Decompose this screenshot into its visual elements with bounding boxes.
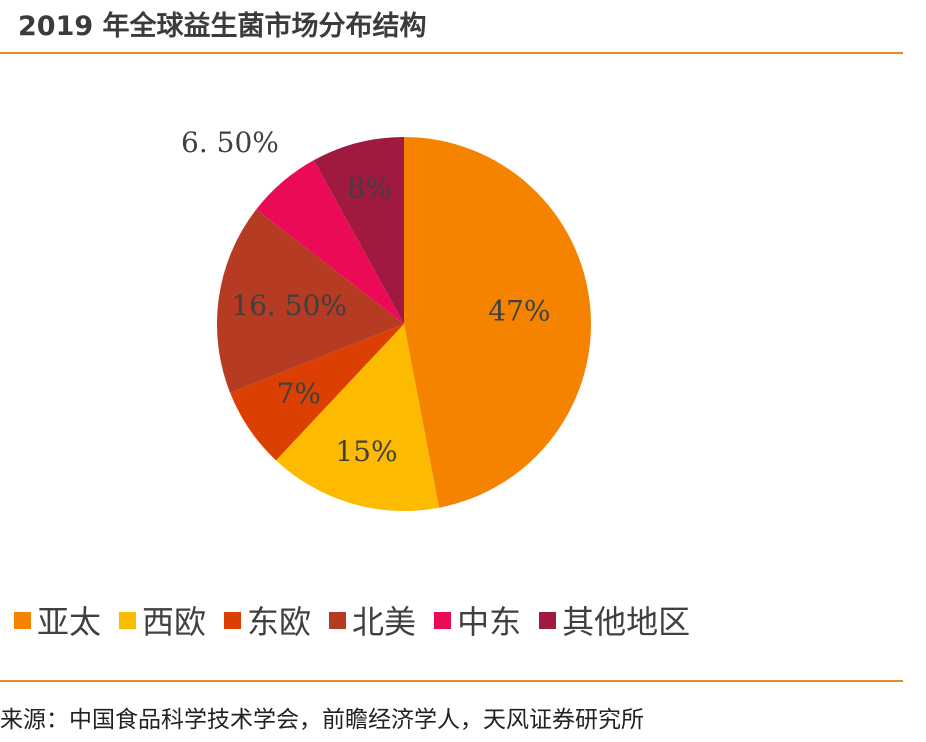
legend-item-5: 中东 — [434, 597, 521, 643]
legend-item-3: 东欧 — [224, 597, 311, 643]
legend-label: 亚太 — [37, 603, 102, 641]
legend-item-6: 其他地区 — [539, 597, 690, 643]
legend-label: 中东 — [457, 603, 522, 641]
legend-item-2: 西欧 — [119, 597, 206, 643]
pie-slice-5 — [256, 160, 404, 324]
legend-swatch — [119, 611, 137, 629]
slice-label-3: 7% — [277, 377, 321, 410]
legend-swatch — [329, 611, 347, 629]
legend-item-1: 亚太 — [14, 597, 101, 643]
slice-label-6: 8% — [347, 171, 391, 204]
legend-label: 西欧 — [142, 603, 207, 641]
legend-swatch — [539, 611, 557, 629]
slice-label-1: 47% — [488, 295, 550, 328]
legend-item-4: 北美 — [329, 597, 416, 643]
pie-slice-6 — [313, 137, 404, 324]
chart-legend: 亚太 西欧 东欧 北美 中东 其他地区 — [14, 598, 690, 642]
slice-label-4: 16. 50% — [231, 289, 347, 322]
pie-slice-3 — [230, 324, 404, 461]
legend-label: 其他地区 — [562, 603, 691, 641]
legend-swatch — [14, 611, 31, 629]
pie-slice-1 — [404, 137, 592, 508]
legend-swatch — [434, 611, 452, 629]
pie-slice-2 — [275, 324, 440, 511]
slice-label-5: 6. 50% — [181, 126, 279, 159]
chart-title: 2019 年全球益生菌市场分布结构 — [18, 11, 427, 42]
legend-label: 北美 — [352, 603, 417, 641]
legend-label: 东欧 — [247, 603, 312, 641]
pie-slice-4 — [216, 209, 404, 393]
legend-swatch — [224, 611, 242, 629]
source-note: 来源：中国食品科学技术学会，前瞻经济学人，天风证券研究所 — [0, 707, 644, 733]
bottom-divider — [0, 680, 903, 682]
top-divider — [0, 52, 903, 54]
slice-label-2: 15% — [335, 435, 397, 468]
